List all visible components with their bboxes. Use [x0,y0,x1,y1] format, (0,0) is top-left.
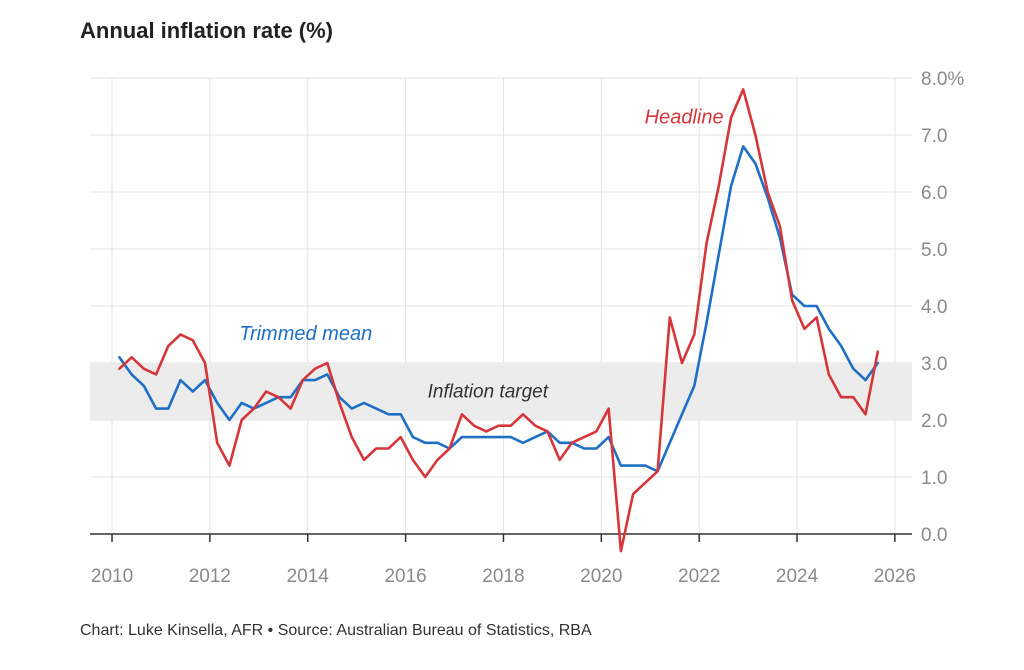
axes: 0.0 1.0 2.0 3.0 4.0 5.0 6.0 7.0 8.0% 2010 2012 2014… [90,69,964,587]
annotations: Inflation target Trimmed mean Headline [239,107,723,403]
x-tick-label: 2016 [384,566,426,587]
headline-series-label: Headline [645,107,724,129]
gridlines [90,77,912,534]
trimmed-mean-series-label: Trimmed mean [239,323,372,345]
x-tick-label: 2012 [189,566,231,587]
y-tick-label: 0.0 [921,525,947,546]
series-lines [118,88,880,553]
x-tick-label: 2018 [482,566,524,587]
x-tick-label: 2010 [91,566,133,587]
y-tick-label: 4.0 [921,297,947,318]
y-tick-label: 2.0 [921,411,947,432]
chart-title: Annual inflation rate (%) [80,18,333,43]
source-note: Chart: Luke Kinsella, AFR • Source: Aust… [80,622,592,639]
trimmed-mean-line [118,145,880,473]
y-tick-label: 7.0 [921,126,947,147]
y-tick-label: 3.0 [921,354,947,375]
inflation-target-label: Inflation target [428,382,549,403]
y-tick-label: 8.0% [921,69,964,90]
x-tick-label: 2026 [874,566,916,587]
inflation-target-band [90,363,912,420]
y-tick-label: 1.0 [921,468,947,489]
x-tick-label: 2014 [287,566,330,587]
x-tick-label: 2022 [678,566,720,587]
y-tick-label: 6.0 [921,183,947,204]
x-tick-label: 2020 [580,566,622,587]
y-tick-label: 5.0 [921,240,947,261]
x-tick-label: 2024 [776,566,819,587]
headline-line [118,88,880,553]
